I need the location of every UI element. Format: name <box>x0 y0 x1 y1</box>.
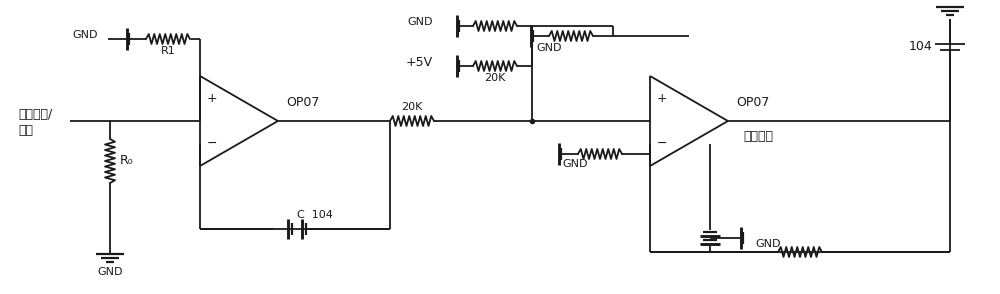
Text: +: + <box>207 92 217 105</box>
Text: −: − <box>207 137 217 150</box>
Text: 20K: 20K <box>401 102 423 112</box>
Text: −: − <box>657 137 667 150</box>
Text: OP07: OP07 <box>736 96 769 109</box>
Text: GND: GND <box>72 30 98 40</box>
Text: 采样输出: 采样输出 <box>743 129 773 143</box>
Text: OP07: OP07 <box>286 96 319 109</box>
Text: 104: 104 <box>908 39 932 53</box>
Text: GND: GND <box>97 267 123 277</box>
Text: R₀: R₀ <box>120 155 134 168</box>
Text: GND: GND <box>755 239 780 249</box>
Text: 20K: 20K <box>484 73 506 83</box>
Text: 采样电压/: 采样电压/ <box>18 108 52 121</box>
Text: C  104: C 104 <box>297 210 333 220</box>
Text: GND: GND <box>536 43 562 53</box>
Text: GND: GND <box>562 159 588 169</box>
Text: GND: GND <box>408 17 433 27</box>
Text: 电流: 电流 <box>18 124 33 138</box>
Text: +: + <box>657 92 667 105</box>
Text: +5V: +5V <box>406 56 433 69</box>
Text: R1: R1 <box>161 46 175 56</box>
